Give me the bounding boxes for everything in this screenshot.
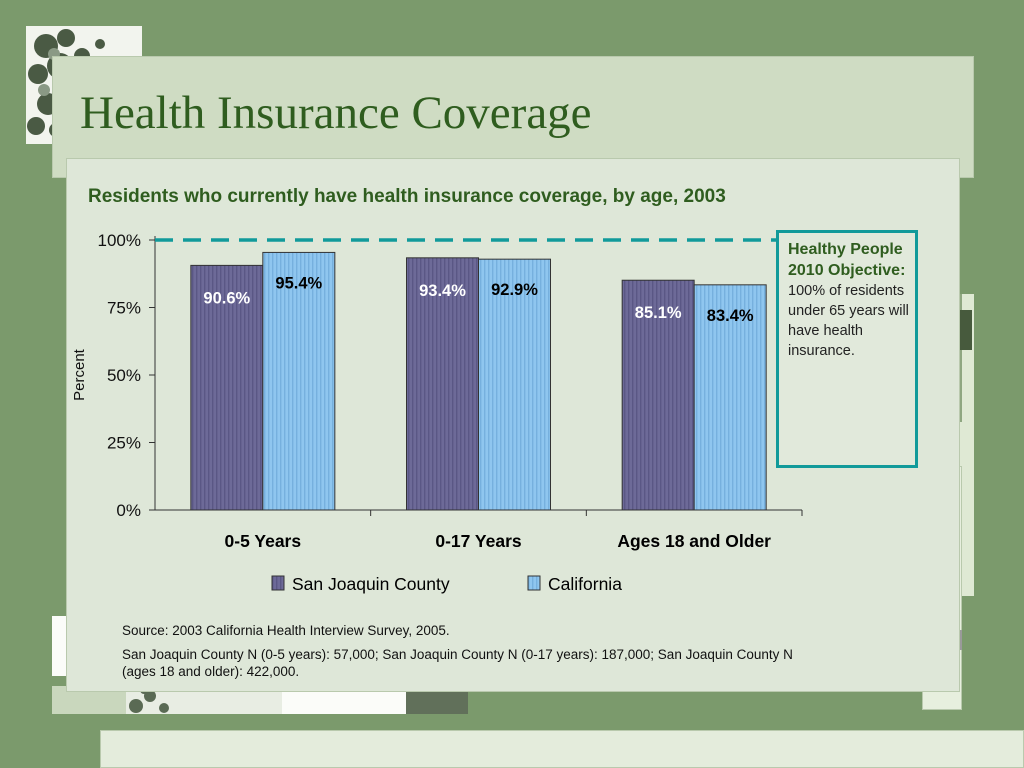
y-tick-label: 100% [98, 231, 141, 250]
bar-california [478, 258, 551, 511]
title-band [52, 56, 974, 178]
data-label: 93.4% [419, 282, 466, 300]
x-tick-label: Ages 18 and Older [617, 531, 771, 551]
chart-subtitle: Residents who currently have health insu… [88, 186, 726, 207]
bar-california [693, 284, 767, 511]
source-notes: Source: 2003 California Health Interview… [122, 622, 822, 687]
data-label: 92.9% [491, 281, 538, 299]
objective-callout: Healthy People 2010 Objective: 100% of r… [776, 230, 918, 468]
page-title: Health Insurance Coverage [80, 87, 592, 139]
legend-swatch [527, 575, 541, 591]
callout-heading: Healthy People 2010 Objective: [788, 241, 906, 279]
callout-body: 100% of residents under 65 years will ha… [788, 283, 909, 359]
data-label: 95.4% [275, 274, 322, 292]
x-tick-label: 0-17 Years [435, 531, 522, 551]
x-tick-label: 0-5 Years [225, 531, 302, 551]
legend-swatch [271, 575, 285, 591]
y-axis-title: Percent [71, 348, 88, 401]
bar-california [262, 251, 336, 511]
bar-san-joaquin [621, 279, 695, 511]
source-line: Source: 2003 California Health Interview… [122, 623, 450, 638]
data-label: 83.4% [707, 307, 754, 325]
y-tick-label: 25% [107, 434, 141, 453]
legend-label: San Joaquin County [292, 574, 450, 594]
y-tick-label: 50% [107, 366, 141, 385]
data-label: 85.1% [635, 304, 682, 322]
data-label: 90.6% [203, 289, 250, 307]
y-tick-label: 0% [116, 501, 141, 520]
legend-label: California [548, 574, 622, 594]
y-tick-label: 75% [107, 299, 141, 318]
sample-size-note: San Joaquin County N (0-5 years): 57,000… [122, 647, 793, 679]
bar-san-joaquin [190, 264, 264, 511]
bar-san-joaquin [406, 257, 479, 511]
